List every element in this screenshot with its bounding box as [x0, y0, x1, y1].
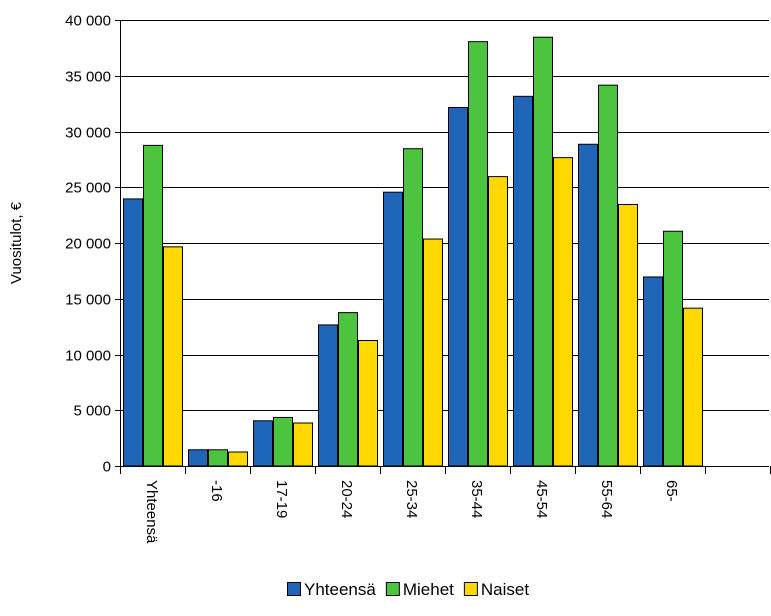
- legend-swatch: [463, 582, 478, 596]
- y-tick-label: 35 000: [65, 69, 111, 86]
- bar-miehet-8: [663, 230, 683, 467]
- bar-yhteensä-2: [253, 420, 273, 467]
- bar-naiset-4: [423, 238, 443, 467]
- bar-yhteensä-1: [188, 449, 208, 467]
- x-axis: Yhteensä -16 17-19 20-24 25-34 35-44 45-54 55-6…: [120, 466, 771, 544]
- bar-naiset-7: [618, 203, 638, 467]
- bar-naiset-1: [228, 451, 248, 467]
- bar-miehet-2: [273, 416, 293, 467]
- legend: Yhteensä Miehet Naiset: [287, 580, 529, 599]
- bar-yhteensä-7: [578, 143, 598, 467]
- bar-naiset-8: [683, 307, 703, 467]
- x-tick-label: 20-24: [338, 480, 355, 518]
- legend-label: Miehet: [403, 580, 454, 599]
- y-tick-label: 0: [103, 459, 111, 476]
- legend-label: Yhteensä: [304, 580, 376, 599]
- bar-naiset-3: [358, 340, 378, 467]
- y-tick-label: 10 000: [65, 348, 111, 365]
- legend-label: Naiset: [481, 580, 529, 599]
- bar-miehet-5: [468, 41, 488, 467]
- bar-miehet-1: [208, 449, 228, 467]
- bar-miehet-0: [143, 144, 163, 467]
- gridlines: [120, 20, 769, 411]
- legend-swatch: [385, 582, 400, 596]
- y-tick-label: 25 000: [65, 180, 111, 197]
- y-axis-label: Vuositulot, €: [8, 201, 25, 284]
- bar-miehet-7: [598, 84, 618, 467]
- bars: [123, 36, 703, 467]
- bar-yhteensä-4: [383, 191, 403, 467]
- x-tick-label: 17-19: [273, 480, 290, 518]
- bar-naiset-0: [163, 246, 183, 467]
- y-axis: 0 5 000 10 000 15 000 20 000 25 000 30 000 35 0…: [65, 13, 121, 476]
- y-tick-label: 5 000: [73, 403, 111, 420]
- y-tick-label: 15 000: [65, 292, 111, 309]
- bar-miehet-3: [338, 312, 358, 467]
- x-tick-label: -16: [208, 480, 225, 502]
- bar-naiset-5: [488, 176, 508, 467]
- bar-yhteensä-5: [448, 106, 468, 467]
- bar-yhteensä-6: [513, 95, 533, 467]
- x-tick-label: 45-54: [533, 480, 550, 518]
- bar-yhteensä-8: [643, 276, 663, 467]
- x-tick-label: Yhteensä: [143, 480, 160, 544]
- x-tick-label: 65-: [663, 480, 680, 502]
- bar-naiset-2: [293, 422, 313, 467]
- bar-naiset-6: [553, 157, 573, 467]
- legend-swatch: [287, 582, 301, 596]
- bar-yhteensä-0: [123, 198, 143, 467]
- bar-miehet-6: [533, 36, 553, 467]
- y-tick-label: 40 000: [65, 13, 111, 30]
- x-tick-label: 25-34: [403, 480, 420, 518]
- bar-yhteensä-3: [318, 324, 338, 467]
- y-tick-label: 20 000: [65, 236, 111, 253]
- x-tick-label: 35-44: [468, 480, 485, 518]
- y-tick-label: 30 000: [65, 125, 111, 142]
- bar-miehet-4: [403, 148, 423, 467]
- x-tick-label: 55-64: [598, 480, 615, 518]
